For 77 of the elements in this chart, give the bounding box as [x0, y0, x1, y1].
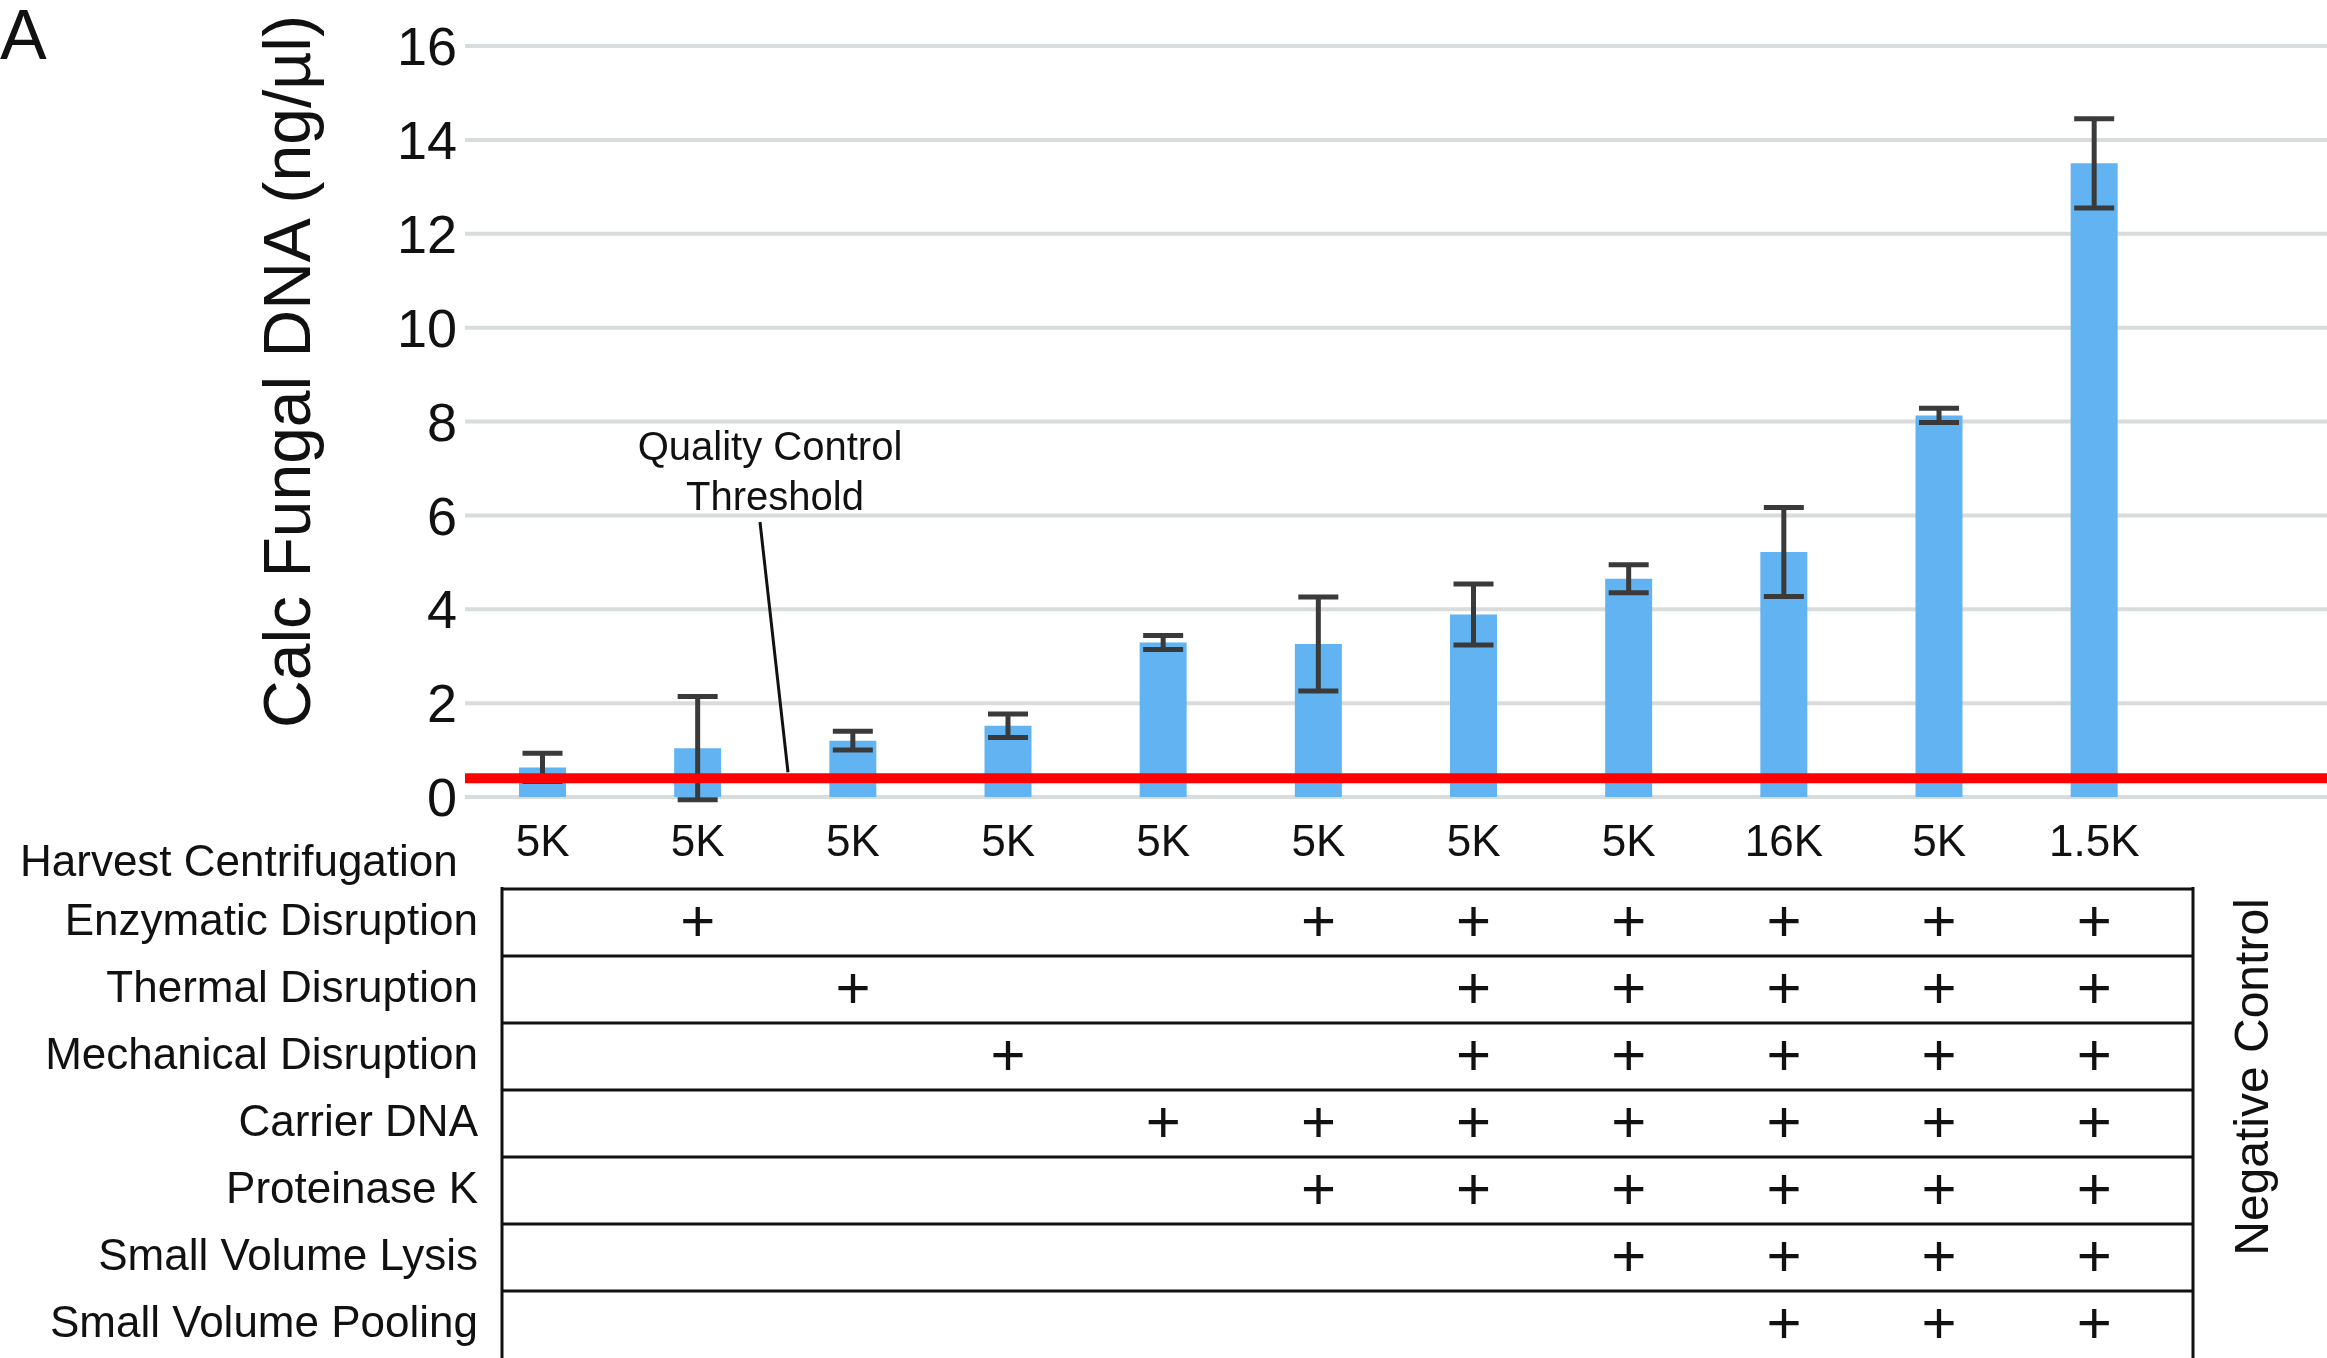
text: +	[1921, 1289, 1957, 1356]
text: +	[680, 887, 716, 954]
x-tick-label: 1.5K	[2048, 816, 2140, 866]
text: +	[1921, 954, 1957, 1021]
text: +	[1456, 954, 1492, 1021]
y-tick-label: 12	[396, 203, 457, 264]
category-label: Mechanical Disruption	[45, 1029, 478, 1078]
text: +	[1145, 1088, 1181, 1155]
text: +	[1766, 887, 1802, 954]
text: +	[1766, 1222, 1802, 1289]
text: +	[1300, 887, 1336, 954]
y-tick-label: 14	[396, 110, 457, 171]
text: +	[1611, 954, 1647, 1021]
y-tick-label: 2	[426, 673, 457, 734]
text: +	[1766, 1021, 1802, 1088]
text: +	[1300, 1088, 1336, 1155]
x-tick-label: 5K	[515, 816, 570, 866]
text: +	[1456, 1088, 1492, 1155]
y-axis-title: Calc Fungal DNA (ng/µl)	[250, 15, 324, 728]
text: +	[1766, 1088, 1802, 1155]
text: +	[1611, 1155, 1647, 1222]
chart-title: A	[0, 0, 47, 74]
x-tick-label: 16K	[1744, 816, 1824, 866]
text: +	[1611, 1088, 1647, 1155]
category-label: Proteinase K	[226, 1163, 478, 1212]
text: +	[2076, 1222, 2112, 1289]
category-label: Small Volume Pooling	[49, 1297, 478, 1346]
bar	[1760, 551, 1808, 797]
category-label: Carrier DNA	[238, 1096, 478, 1145]
category-label: Thermal Disruption	[106, 962, 478, 1011]
bar	[2070, 163, 2118, 797]
ref-line-label: Quality Control Threshold	[637, 424, 903, 518]
x-tick-label: 5K	[826, 816, 880, 866]
text: +	[2076, 1289, 2112, 1356]
category-label: Small Volume Lysis	[98, 1230, 478, 1279]
y-tick-label: 10	[396, 297, 457, 358]
text: +	[1921, 887, 1957, 954]
x-tick-label: 5K	[1601, 816, 1656, 866]
x-tick-label: 5K	[670, 816, 725, 866]
category-label: Enzymatic Disruption	[64, 895, 478, 944]
text: +	[1456, 1155, 1492, 1222]
x-tick-label: 5K	[981, 816, 1035, 866]
text: +	[1611, 1222, 1647, 1289]
text: +	[1300, 1155, 1336, 1222]
text: +	[1766, 1155, 1802, 1222]
text: +	[1921, 1155, 1957, 1222]
y-tick-label: 0	[426, 767, 457, 828]
text: Negative Control	[2225, 898, 2278, 1256]
bar	[1605, 578, 1653, 797]
x-tick-label: 5K	[1136, 816, 1191, 866]
text: +	[2076, 1088, 2112, 1155]
text: +	[2076, 1021, 2112, 1088]
text: +	[2076, 887, 2112, 954]
text: +	[1766, 1289, 1802, 1356]
x-axis-title: Harvest Centrifugation	[20, 836, 458, 885]
text: +	[1921, 1021, 1957, 1088]
x-tick-label: 5K	[1912, 816, 1966, 866]
text: +	[835, 954, 871, 1021]
text: +	[1921, 1222, 1957, 1289]
text: +	[990, 1021, 1026, 1088]
bar	[1915, 415, 1963, 797]
y-tick-label: 6	[426, 485, 457, 546]
text: +	[1456, 887, 1492, 954]
text: +	[2076, 1155, 2112, 1222]
text: +	[1611, 1021, 1647, 1088]
y-tick-label: 16	[396, 16, 457, 77]
text: +	[1921, 1088, 1957, 1155]
y-tick-label: 8	[426, 391, 457, 452]
text: +	[1611, 887, 1647, 954]
bar	[1450, 614, 1497, 797]
text: +	[2076, 954, 2112, 1021]
text: +	[1456, 1021, 1492, 1088]
bar	[1139, 642, 1187, 797]
text: +	[1766, 954, 1802, 1021]
x-tick-label: 5K	[1446, 816, 1501, 866]
x-tick-label: 5K	[1291, 816, 1346, 866]
y-tick-label: 4	[426, 579, 457, 640]
